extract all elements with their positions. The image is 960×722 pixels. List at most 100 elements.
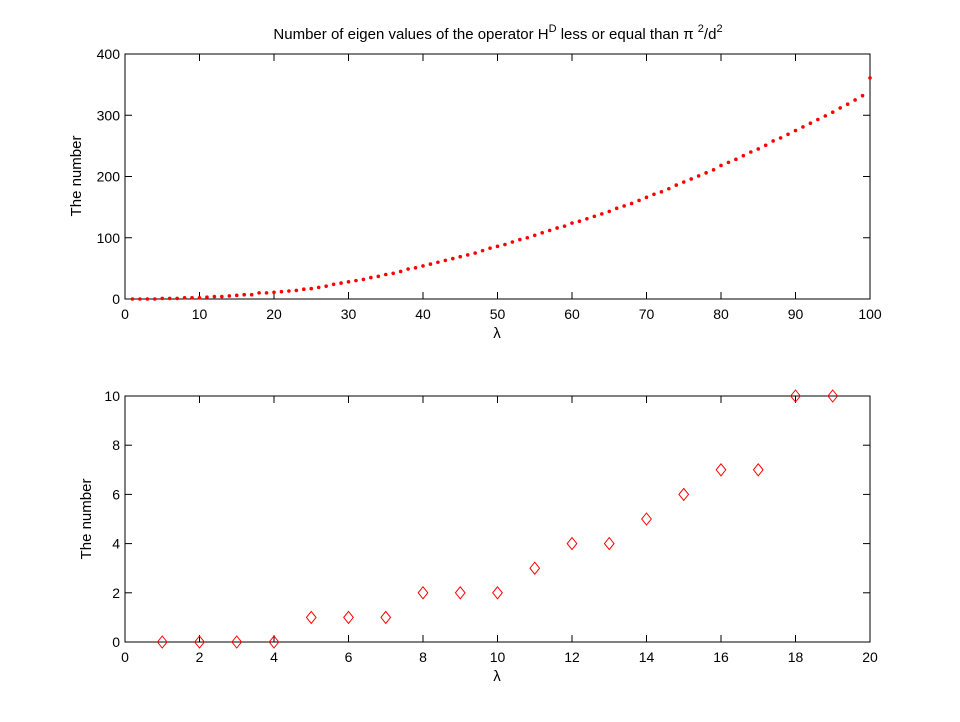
y-tick-label: 200 (97, 169, 121, 185)
data-point (681, 180, 686, 184)
data-point (752, 462, 764, 477)
x-tick-label: 6 (345, 649, 353, 665)
data-point (715, 462, 727, 477)
data-point (678, 487, 690, 502)
data-point (234, 293, 239, 298)
data-point (771, 139, 775, 143)
data-point (719, 163, 723, 168)
y-tick-label: 0 (112, 634, 120, 650)
y-tick-label: 4 (112, 536, 120, 552)
data-point (231, 635, 243, 649)
data-point (268, 635, 280, 649)
data-point (153, 297, 157, 301)
data-point (324, 284, 328, 288)
data-point (659, 190, 664, 194)
x-axis-label: λ (493, 325, 501, 342)
data-point (488, 246, 492, 250)
data-point (570, 221, 574, 225)
data-point (383, 272, 388, 277)
data-point (637, 198, 641, 203)
x-tick-label: 2 (196, 649, 204, 665)
y-tick-label: 10 (104, 388, 120, 404)
data-point (242, 292, 246, 297)
data-points (130, 76, 872, 301)
data-point (454, 585, 466, 600)
data-point (816, 117, 820, 122)
x-tick-label: 14 (639, 649, 655, 665)
y-axis-label: The number (78, 479, 95, 560)
axis-ticks: 0 2 4 6 8 10 12 14 16 18 20 0 2 4 6 8 10 (104, 388, 878, 665)
x-tick-label: 20 (266, 306, 282, 322)
data-point (689, 177, 693, 181)
data-point (406, 267, 410, 271)
data-point (495, 244, 500, 249)
data-point (316, 285, 321, 290)
data-point (417, 585, 429, 600)
x-tick-label: 70 (639, 306, 655, 322)
data-point (194, 635, 205, 649)
data-point (190, 295, 194, 300)
x-tick-label: 4 (270, 649, 278, 665)
data-point (629, 201, 634, 206)
data-point (305, 610, 317, 625)
data-point (600, 212, 604, 216)
data-point (532, 233, 537, 238)
x-tick-label: 10 (490, 649, 506, 665)
y-tick-label: 300 (97, 107, 121, 123)
data-point (793, 128, 798, 133)
x-tick-label: 100 (858, 306, 882, 322)
data-point (566, 536, 578, 551)
data-point (603, 536, 615, 551)
data-point (577, 219, 582, 224)
data-point (845, 102, 850, 107)
data-point (421, 264, 425, 268)
data-point (696, 174, 701, 178)
data-point (592, 214, 597, 219)
data-point (823, 114, 828, 118)
data-point (838, 106, 842, 110)
x-tick-label: 0 (121, 649, 129, 665)
data-point (294, 288, 299, 293)
data-point (220, 294, 224, 299)
data-point (607, 209, 612, 214)
x-tick-label: 20 (862, 649, 878, 665)
x-tick-label: 40 (415, 306, 431, 322)
data-point (830, 110, 835, 114)
x-tick-label: 16 (713, 649, 729, 665)
data-point (279, 289, 284, 294)
chart-title: Number of eigen values of the operator H… (273, 23, 722, 43)
data-point (413, 265, 418, 270)
y-tick-label: 100 (97, 230, 121, 246)
data-point (436, 260, 440, 265)
data-point (790, 389, 801, 403)
data-point (529, 561, 541, 576)
data-point (369, 275, 373, 280)
data-point (130, 297, 135, 301)
data-point (182, 295, 187, 300)
data-point (227, 294, 232, 298)
y-tick-label: 0 (112, 291, 120, 307)
plot-area (124, 53, 871, 300)
x-tick-label: 50 (490, 306, 506, 322)
data-point (302, 287, 306, 292)
data-point (428, 262, 433, 266)
data-point (391, 271, 396, 276)
data-point (555, 226, 559, 230)
data-point (674, 183, 679, 187)
data-point (525, 235, 530, 240)
data-point (492, 585, 503, 600)
data-point (309, 286, 314, 291)
data-point (443, 258, 448, 263)
data-point (175, 296, 179, 301)
data-point (741, 153, 746, 158)
data-point (205, 295, 209, 299)
x-tick-label: 30 (341, 306, 357, 322)
data-point (264, 291, 269, 295)
data-point (361, 277, 366, 282)
x-tick-label: 90 (788, 306, 804, 322)
data-point (380, 610, 392, 625)
data-point (138, 297, 142, 301)
data-point (711, 167, 716, 172)
data-point (346, 280, 351, 284)
